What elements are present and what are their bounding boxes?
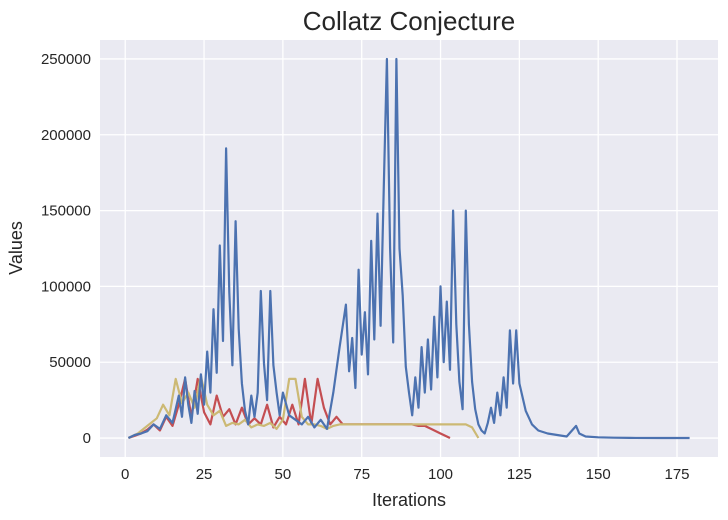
chart-title: Collatz Conjecture [303, 6, 515, 36]
grid-lines [100, 40, 718, 457]
y-tick-label: 0 [83, 430, 91, 447]
y-tick-label: 250000 [41, 51, 91, 68]
series-lines [127, 57, 690, 440]
y-tick-label: 150000 [41, 203, 91, 220]
series-line-2 [127, 57, 690, 440]
x-tick-label: 100 [428, 466, 453, 483]
y-axis-label: Values [6, 221, 26, 275]
x-tick-label: 0 [121, 466, 129, 483]
x-tick-label: 75 [353, 466, 370, 483]
x-tick-label: 150 [586, 466, 611, 483]
x-tick-label: 25 [196, 466, 213, 483]
x-tick-label: 175 [664, 466, 689, 483]
x-tick-label: 50 [275, 466, 292, 483]
series-line-1 [127, 374, 480, 439]
y-tick-label: 200000 [41, 127, 91, 144]
x-tick-label: 125 [507, 466, 532, 483]
y-tick-label: 100000 [41, 278, 91, 295]
y-tick-labels: 0 50000 100000 150000 200000 250000 [41, 51, 91, 447]
x-axis-label: Iterations [372, 490, 446, 510]
x-tick-labels: 0 25 50 75 100 125 150 175 [121, 466, 689, 483]
y-tick-label: 50000 [49, 354, 91, 371]
